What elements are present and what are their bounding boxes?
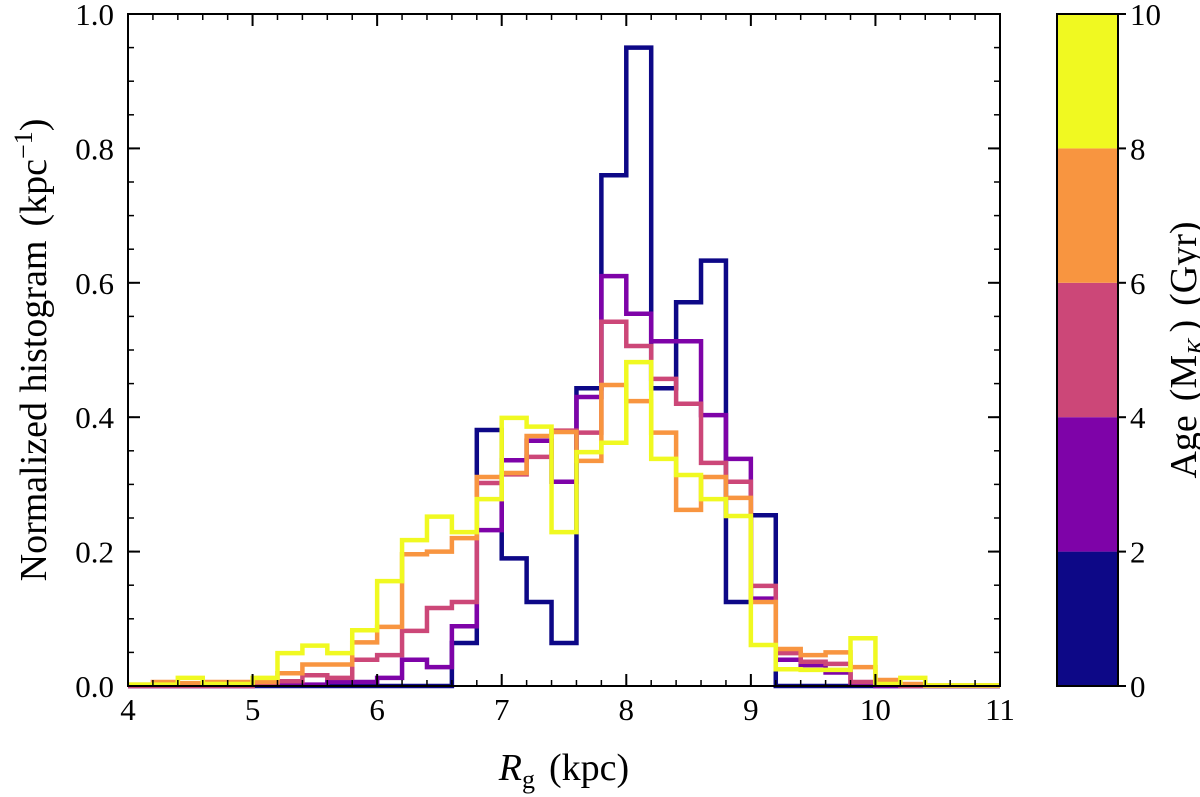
x-axis-label: Rg (kpc) — [498, 747, 629, 794]
histogram-series-age-0-2 — [128, 45, 1000, 689]
colorbar-label-main: Age — [1163, 415, 1200, 478]
y-tick-label: 0.4 — [75, 400, 114, 435]
x-axis-label-unit: (kpc) — [549, 747, 629, 789]
colorbar-tick-label: 10 — [1130, 0, 1161, 32]
histogram-series-age-6-8 — [128, 382, 1000, 688]
colorbar-label-paren-open: (M — [1163, 355, 1200, 401]
colorbar: 0 2 4 6 8 10 — [1056, 0, 1161, 704]
x-tick-label: 4 — [120, 692, 136, 727]
colorbar-label: Age (MKs) (Gyr) — [1163, 221, 1200, 478]
x-tick-label: 9 — [743, 692, 759, 727]
y-tick-label: 0.8 — [75, 131, 114, 166]
colorbar-segment-2-4 — [1057, 417, 1118, 552]
colorbar-segment-6-8 — [1057, 148, 1118, 283]
x-axis-label-sub: g — [522, 765, 535, 794]
histogram-series-age-8-10 — [128, 359, 1000, 688]
y-axis-label-main: Normalized histogram — [13, 241, 55, 582]
x-tick-label: 11 — [985, 692, 1015, 727]
x-axis-label-main: R — [498, 747, 522, 789]
colorbar-label-unit: (Gyr) — [1163, 221, 1200, 305]
histogram-series-age-2-4 — [128, 273, 1000, 689]
colorbar-segment-4-6 — [1057, 282, 1118, 418]
colorbar-segment-8-10 — [1057, 14, 1118, 149]
y-axis-label: Normalized histogram (kpc−1) — [9, 119, 55, 582]
plot-frame — [127, 13, 1001, 687]
colorbar-tick-label: 0 — [1130, 669, 1146, 704]
y-tick-label: 1.0 — [75, 0, 114, 32]
colorbar-label-paren-close: ) — [1163, 320, 1200, 333]
colorbar-segment-0-2 — [1057, 551, 1118, 686]
colorbar-label-subsub: s — [1195, 333, 1200, 339]
y-tick-label: 0.6 — [75, 266, 114, 301]
histogram-series-age-4-6 — [128, 319, 1000, 689]
x-tick-label: 5 — [245, 692, 261, 727]
y-tick-label: 0.2 — [75, 535, 114, 570]
series-layer — [128, 45, 1000, 689]
colorbar-tick-label: 2 — [1130, 535, 1146, 570]
colorbar-tick-label: 6 — [1130, 266, 1146, 301]
y-tick-label: 0.0 — [75, 669, 114, 704]
colorbar-tick-label: 4 — [1130, 400, 1146, 435]
colorbar-frame — [1056, 13, 1119, 687]
x-tick-label: 10 — [860, 692, 891, 727]
x-tick-label: 7 — [494, 692, 510, 727]
colorbar-tick-label: 8 — [1130, 131, 1146, 166]
colorbar-label-sub: K — [1184, 337, 1200, 356]
y-axis-label-sup: −1 — [9, 131, 38, 159]
x-tick-label: 6 — [369, 692, 385, 727]
y-axis-label-unit-open: (kpc — [13, 159, 55, 227]
axis-layer: 4 5 6 7 8 9 10 11 0.0 0.2 0.4 0.6 0.8 1.0 — [75, 0, 1015, 727]
x-tick-label: 8 — [619, 692, 635, 727]
y-axis-label-unit-close: ) — [13, 119, 55, 132]
